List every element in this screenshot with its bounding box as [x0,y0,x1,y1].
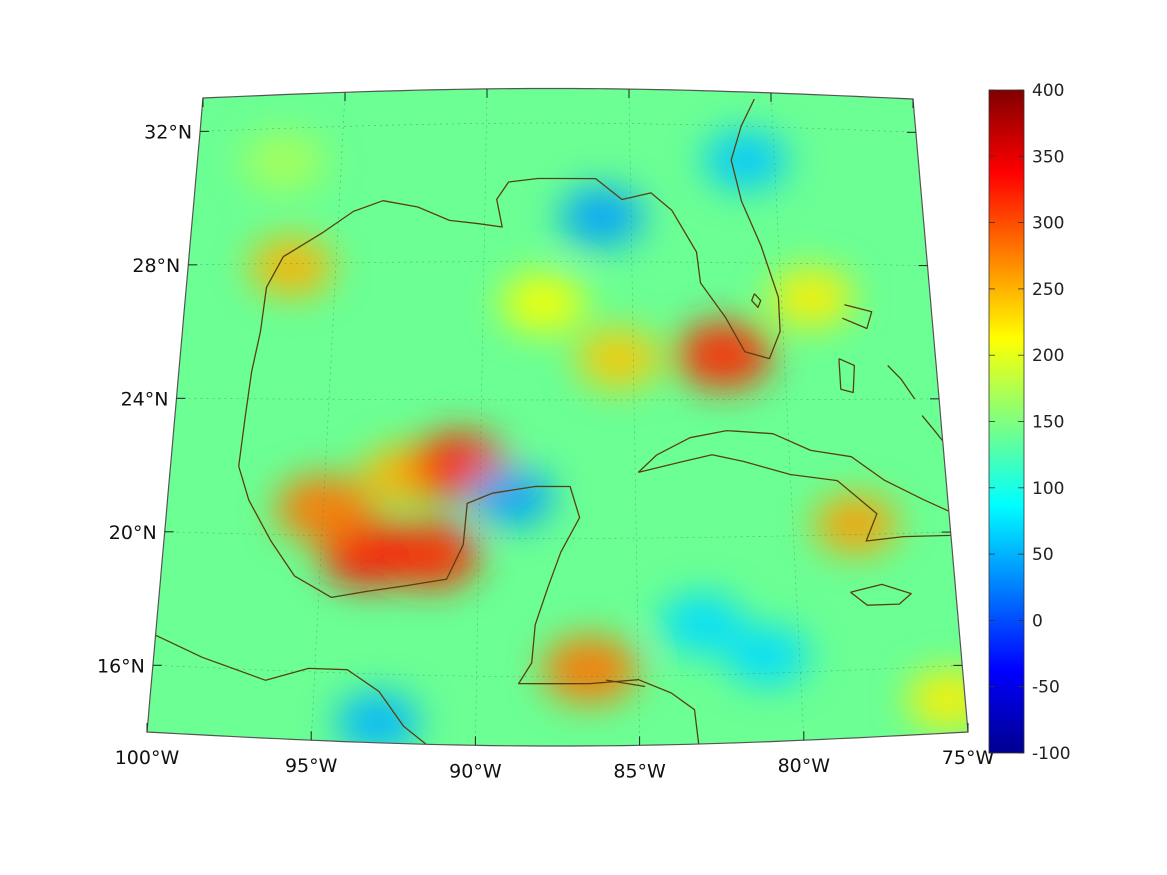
coastline-segment [155,634,427,745]
longitude-label: 80°W [778,755,831,777]
coastline-segment [838,358,856,394]
coastline-segment [238,466,700,745]
coastline-segment [751,293,762,309]
latitude-label: 24°N [121,388,169,410]
field-se-corner-warm [906,669,968,730]
longitude-label: 90°W [449,760,502,782]
colorbar-label: -100 [1032,744,1071,764]
field-cuba-south-high [813,494,898,555]
field-big-bend-low [559,186,644,247]
colorbar-label: 200 [1032,346,1064,366]
parallel-line [164,531,951,539]
field-campeche-high-2 [383,520,480,589]
colorbar-label: 400 [1032,81,1064,101]
colorbar-label: 50 [1032,545,1054,565]
colorbar-label: -50 [1032,678,1060,698]
colorbar-label: 100 [1032,479,1064,499]
field-florida-keys-high [675,321,772,390]
coastline-segment [887,365,916,400]
latitude-label: 28°N [132,255,180,277]
colorbar-label: 350 [1032,147,1064,167]
coastline-segment [605,679,646,688]
latitude-label: 32°N [144,121,192,143]
parallel-line [176,398,940,401]
field-texas-coast-warm [249,236,334,297]
data-field [241,130,968,746]
colorbar-ticks: 400 350 300 250 200 150 100 50 0 -50 -100 [989,81,1071,764]
map-panel: 100°W 95°W 90°W 85°W 80°W 75°W 32°N 28°N 24°N 20… [97,87,995,782]
meridian-line [475,88,488,746]
colorbar-label: 300 [1032,214,1064,234]
meridian-line [310,92,346,741]
frame-ticks [146,88,969,746]
longitude-labels: 100°W 95°W 90°W 85°W 80°W 75°W [115,747,995,782]
longitude-label: 75°W [942,747,995,769]
field-florida-east-warm [769,267,854,328]
field-caribbean-low-2 [725,626,810,687]
longitude-label: 100°W [115,747,180,769]
coastline-segment [850,583,912,606]
latitude-label: 20°N [109,522,157,544]
latitude-labels: 32°N 28°N 24°N 20°N 16°N [97,121,192,677]
colorbar-label: 250 [1032,280,1064,300]
coastline-segment [965,531,968,582]
field-campeche-high-3 [275,474,372,543]
latitude-label: 16°N [97,655,145,677]
coastline-segment [238,98,781,467]
longitude-label: 95°W [285,755,338,777]
colorbar-label: 150 [1032,413,1064,433]
longitude-label: 85°W [613,760,666,782]
field-honduras-coast-high [541,635,638,704]
meridian-line [770,92,805,741]
coastlines [155,98,968,745]
field-pacific-low [335,692,420,746]
field-central-gulf-warm [500,273,585,334]
field-florida-atlantic-low [703,130,788,191]
field-caribbean-low-1 [659,593,744,654]
colorbar-label: 0 [1032,611,1043,631]
field-eastern-gulf-high [576,328,661,389]
meridian-line [628,89,640,746]
colorbar: 400 350 300 250 200 150 100 50 0 -50 -100 [988,81,1071,764]
field-northwest-warm [241,132,326,193]
field-yucatan-north-low [468,466,553,527]
coastline-segment [842,304,873,330]
